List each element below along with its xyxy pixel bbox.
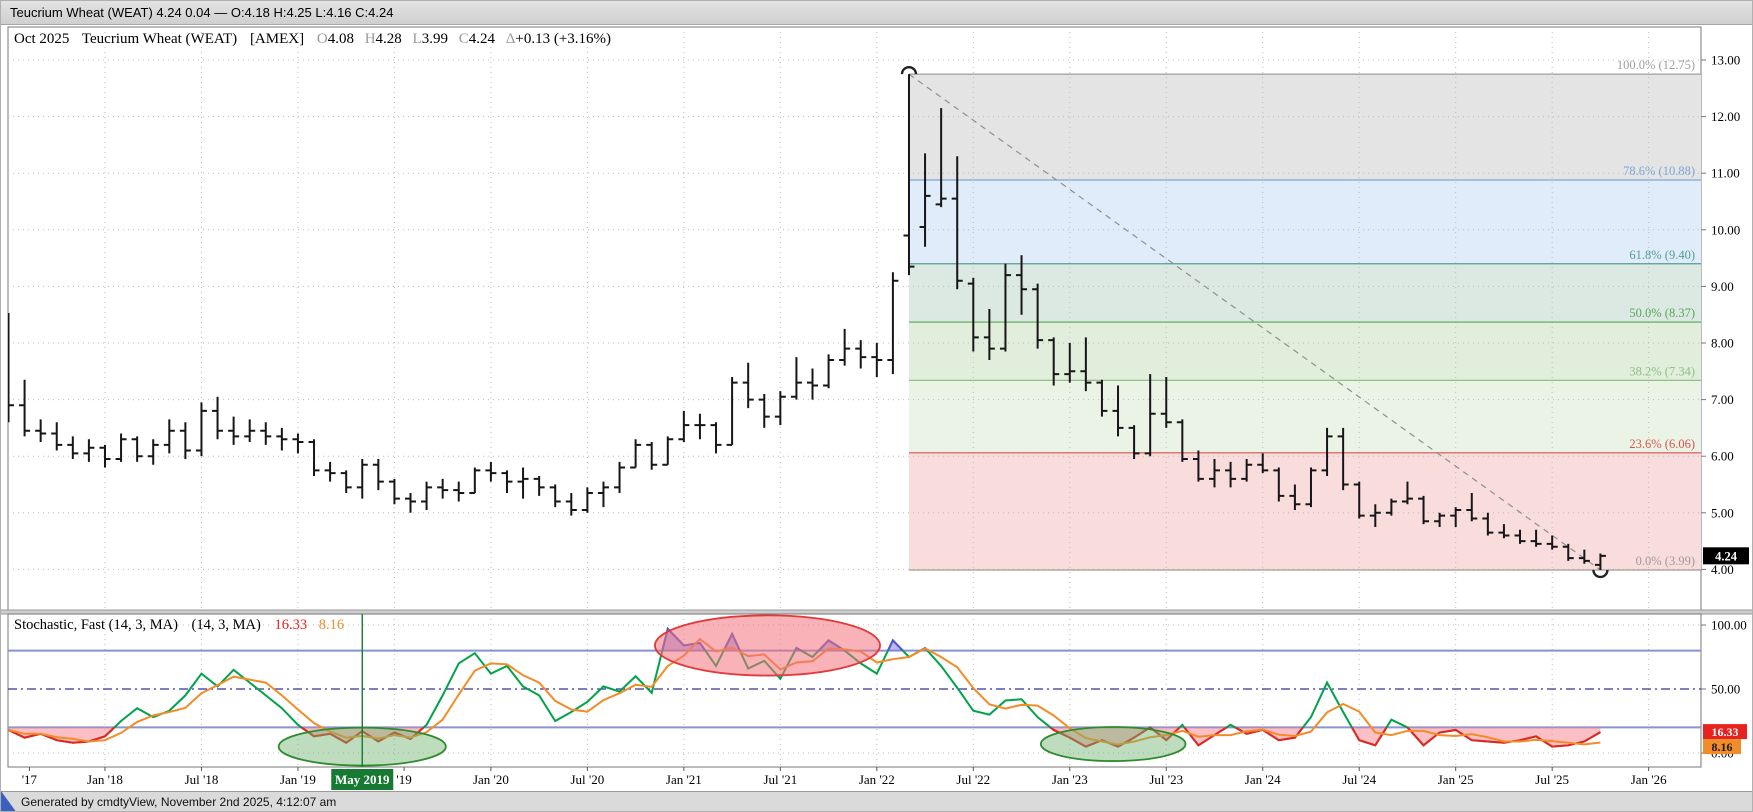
price-axis-label: 6.00 <box>1711 449 1734 464</box>
close-value: 4.24 <box>468 31 495 47</box>
fib-handle-end <box>1592 569 1609 579</box>
date-axis-label: '17 <box>22 772 38 787</box>
price-axis-label: 5.00 <box>1711 505 1734 520</box>
price-pane-header: Oct 2025 Teucrium Wheat (WEAT) [AMEX] O4… <box>14 31 618 48</box>
change-label: Δ <box>505 31 516 47</box>
price-axis-label: 8.00 <box>1711 336 1734 351</box>
annotation-ellipse-oversold-2023 <box>1039 726 1187 762</box>
status-bar: Generated by cmdtyView, November 2nd 202… <box>1 791 1752 811</box>
study-params: (14, 3, MA) <box>191 617 261 633</box>
price-axis-label: 11.00 <box>1711 166 1740 181</box>
price-axis-label: 4.00 <box>1711 562 1734 577</box>
date-axis-label: Jul '22 <box>956 772 990 787</box>
price-bars <box>8 74 1606 570</box>
window-title-bar: Teucrium Wheat (WEAT) 4.24 0.04 — O:4.18… <box>1 1 1752 25</box>
fib-label: 0.0% (3.99) <box>1636 554 1695 568</box>
high-label: H <box>364 31 376 47</box>
close-label: C <box>458 31 469 47</box>
fib-bands <box>908 74 1701 570</box>
date-axis-label: '19 <box>396 772 411 787</box>
stoch-axis-label: 100.00 <box>1711 618 1747 633</box>
fib-label: 38.2% (7.34) <box>1629 364 1695 378</box>
corner-wedge-icon <box>1 791 17 811</box>
contract-month: Oct 2025 <box>14 31 70 47</box>
annotation-ellipse-overbought-2021 <box>654 614 881 677</box>
date-axis-label: Jan '24 <box>1245 772 1281 787</box>
stoch-axis-label: 50.00 <box>1711 682 1740 697</box>
event-label-text: May 2019 <box>335 772 390 787</box>
study-title: Stochastic, Fast (14, 3, MA) <box>14 617 178 633</box>
fib-label: 61.8% (9.40) <box>1629 248 1695 262</box>
date-axis-label: Jan '22 <box>859 772 895 787</box>
date-axis-label: Jan '25 <box>1438 772 1474 787</box>
stochastic-d-value: 8.16 <box>318 617 345 633</box>
d-value-badge <box>1703 739 1741 755</box>
date-axis-label: Jan '20 <box>473 772 509 787</box>
event-label-box <box>331 769 394 790</box>
price-axis-label: 7.00 <box>1711 392 1734 407</box>
d-badge-text: 8.16 <box>1712 740 1733 754</box>
k-value-badge <box>1703 724 1747 740</box>
date-axis-label: Jan '23 <box>1052 772 1088 787</box>
exchange-label: [AMEX] <box>249 31 305 47</box>
date-axis-label: Jul '24 <box>1342 772 1376 787</box>
price-axis-label: 10.00 <box>1711 222 1740 237</box>
date-axis-label: Jan '21 <box>666 772 702 787</box>
price-axis-label: 9.00 <box>1711 279 1734 294</box>
last-price-badge-text: 4.24 <box>1715 549 1738 563</box>
instrument-name: Teucrium Wheat (WEAT) <box>81 31 238 47</box>
open-label: O <box>316 31 328 47</box>
stochastic-pane <box>7 613 1702 768</box>
change-value: +0.13 (+3.16%) <box>515 31 612 47</box>
date-axis-label: Jul '20 <box>570 772 604 787</box>
high-value: 4.28 <box>375 31 402 47</box>
k-badge-text: 16.33 <box>1712 725 1739 739</box>
date-axis-label: Jan '26 <box>1631 772 1667 787</box>
fib-label: 23.6% (6.06) <box>1629 437 1695 451</box>
fib-handle-start <box>900 65 918 75</box>
chart-canvas[interactable]: 100.0% (12.75) 78.6% (10.88) 61.8% (9.40) 5… <box>1 1 1753 791</box>
date-axis-label: Jan '19 <box>280 772 316 787</box>
stochastic-k-value: 16.33 <box>274 617 308 633</box>
price-pane: 100.0% (12.75) 78.6% (10.88) 61.8% (9.40) 5… <box>7 26 1702 767</box>
price-axis-label: 12.00 <box>1711 109 1740 124</box>
window-title: Teucrium Wheat (WEAT) 4.24 0.04 — O:4.18… <box>10 5 394 20</box>
last-price-badge <box>1703 547 1749 565</box>
date-axis: '17 Jan '18 Jul '18 Jan '19 '19 Jan '20 Jul '2… <box>22 767 1667 790</box>
low-value: 3.99 <box>421 31 448 47</box>
pane-separator <box>1 610 1752 614</box>
price-axis-label: 13.00 <box>1711 53 1740 68</box>
fib-label: 78.6% (10.88) <box>1623 164 1695 178</box>
stochastic-pane-header: Stochastic, Fast (14, 3, MA) (14, 3, MA)… <box>14 617 344 634</box>
status-text: Generated by cmdtyView, November 2nd 202… <box>21 795 337 809</box>
fib-trendline <box>908 73 1601 571</box>
fib-label: 50.0% (8.37) <box>1629 306 1695 320</box>
date-axis-label: Jul '23 <box>1149 772 1183 787</box>
date-axis-label: Jul '21 <box>763 772 797 787</box>
date-axis-label: Jul '18 <box>185 772 219 787</box>
date-axis-label: Jul '25 <box>1535 772 1569 787</box>
open-value: 4.08 <box>327 31 354 47</box>
price-axis: 13.00 12.00 11.00 10.00 9.00 8.00 7.00 6.00 5.00… <box>1701 53 1749 577</box>
date-axis-label: Jan '18 <box>87 772 123 787</box>
fib-label: 100.0% (12.75) <box>1617 58 1695 72</box>
low-label: L <box>412 31 422 47</box>
